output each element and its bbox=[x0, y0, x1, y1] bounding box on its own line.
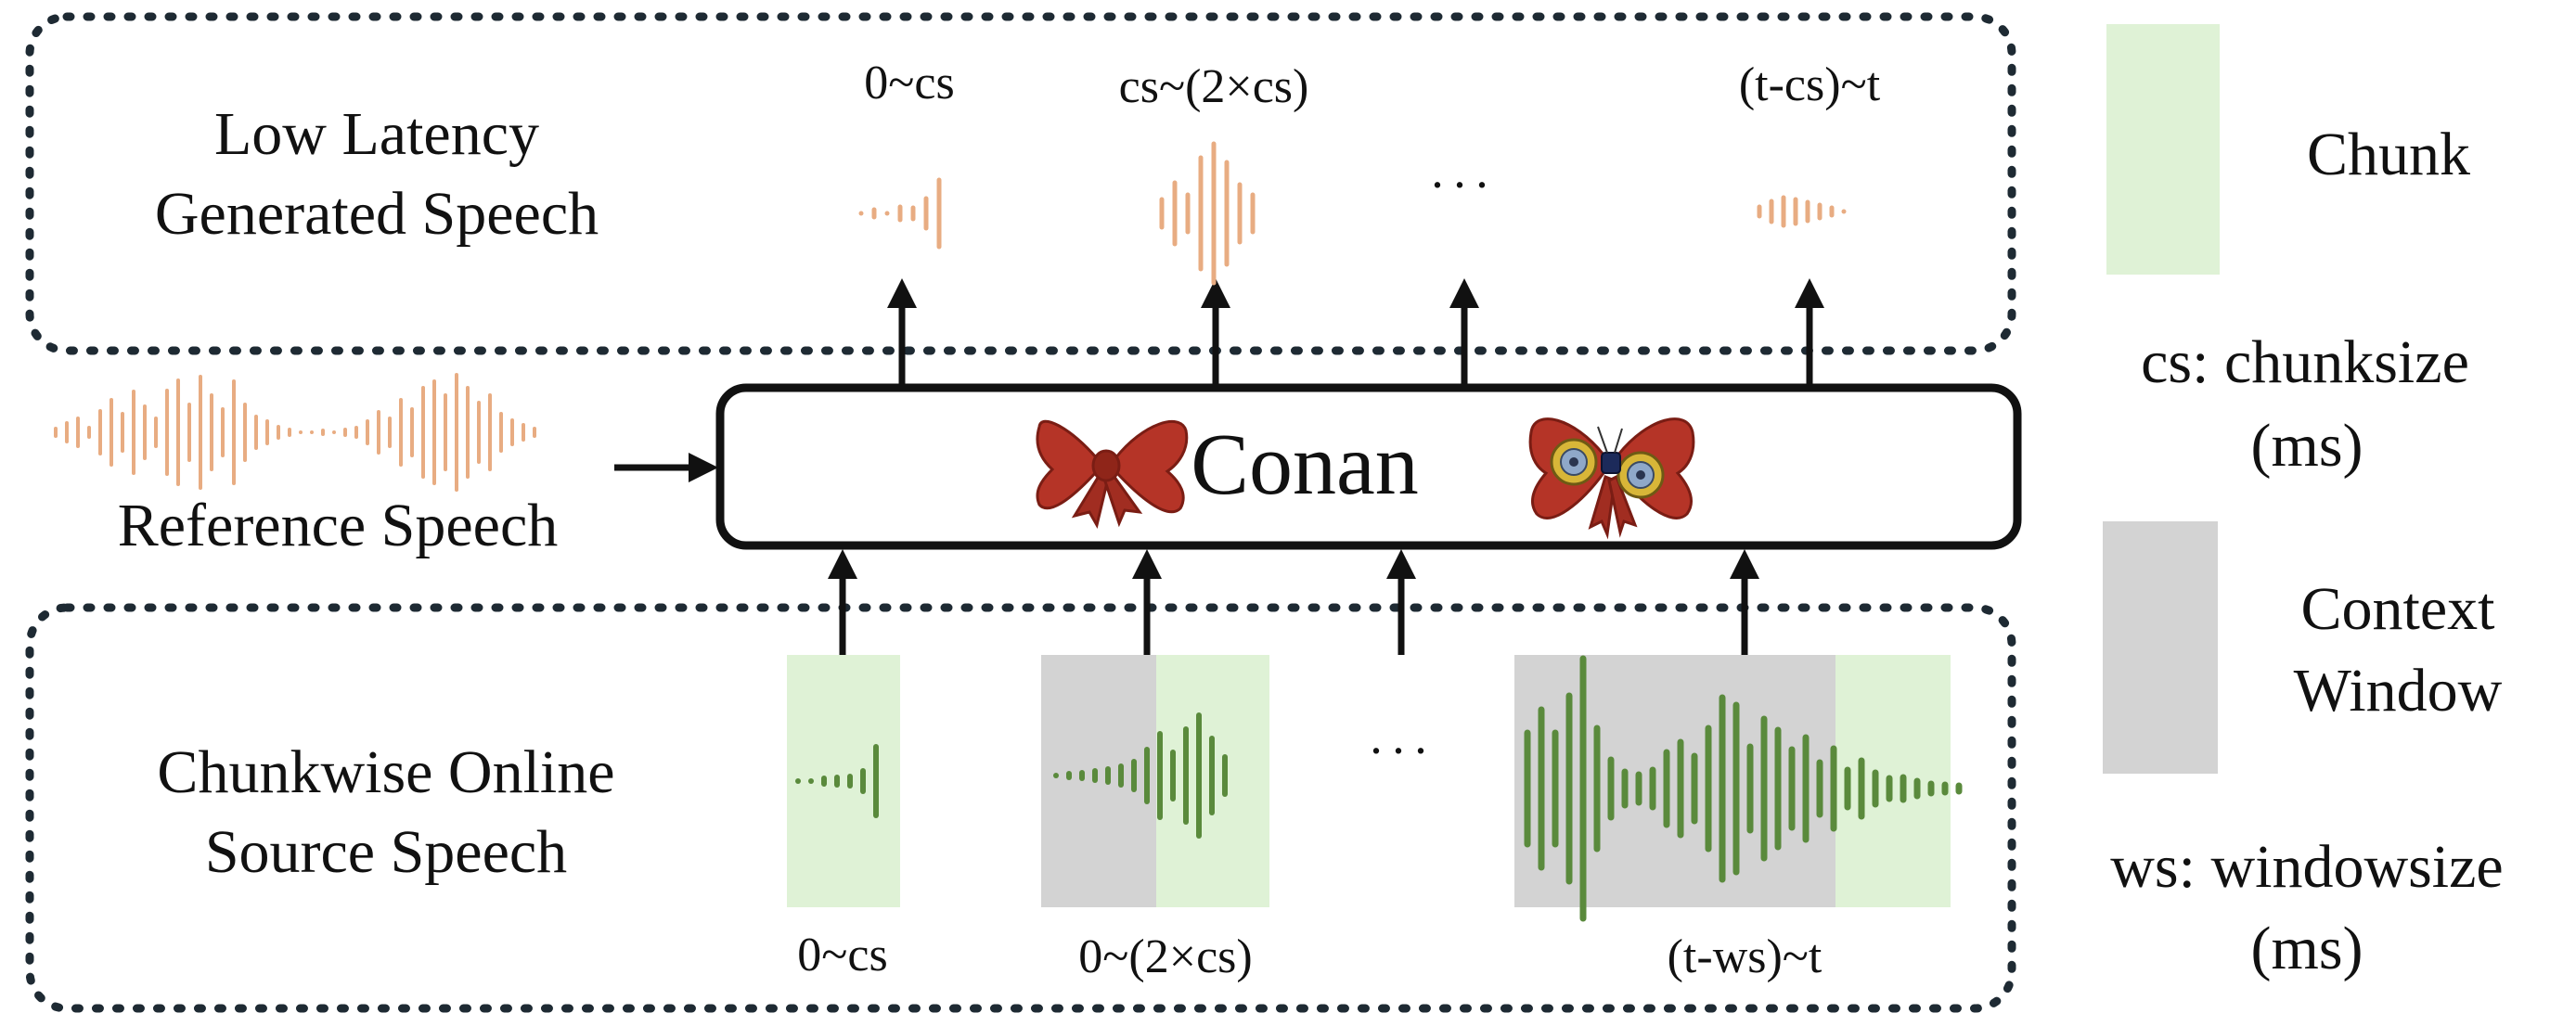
source-window-label-2: 0~(2×cs) bbox=[1078, 930, 1253, 983]
bottom-panel-border bbox=[25, 603, 2016, 1013]
wave-dot bbox=[884, 211, 890, 216]
wave-dot bbox=[299, 430, 303, 434]
bow-tie-icon bbox=[1036, 419, 1189, 530]
chunk-block-3 bbox=[1835, 655, 1951, 907]
wave-dot bbox=[1053, 773, 1059, 778]
generated-chunk-label-1: 0~cs bbox=[864, 57, 955, 109]
legend-cs-line1: cs: chunksize bbox=[2141, 328, 2469, 396]
wave-dot bbox=[808, 778, 814, 784]
voice-changer-bow-tie-icon bbox=[1528, 417, 1695, 540]
wave-dot bbox=[1841, 209, 1847, 214]
legend-ws-line2: (ms) bbox=[2250, 915, 2363, 982]
wave-dot bbox=[310, 430, 314, 434]
chunk-block-1 bbox=[787, 655, 900, 907]
wave-dot bbox=[795, 778, 801, 784]
bottom-ellipsis: ··· bbox=[1368, 723, 1435, 778]
wave-dot bbox=[332, 430, 336, 434]
context-window-block-3 bbox=[1514, 655, 1835, 907]
top-panel-title-line2: Generated Speech bbox=[154, 180, 599, 248]
context-window-block-2 bbox=[1041, 655, 1156, 907]
top-panel-title-line1: Low Latency bbox=[213, 100, 540, 168]
generated-speech-wave-3 bbox=[1757, 195, 1847, 228]
bottom-panel-title-line1: Chunkwise Online bbox=[157, 738, 615, 806]
legend-context-line2: Window bbox=[2293, 657, 2503, 725]
generated-chunk-label-2: cs~(2×cs) bbox=[1118, 60, 1309, 113]
legend-chunk-swatch bbox=[2106, 24, 2220, 275]
legend-cs-line2: (ms) bbox=[2250, 412, 2363, 480]
conan-model-label: Conan bbox=[1191, 417, 1419, 513]
legend-context-window-swatch bbox=[2103, 521, 2218, 774]
generated-speech-wave-1 bbox=[858, 177, 942, 250]
source-window-label-3: (t-ws)~t bbox=[1667, 930, 1823, 983]
source-window-label-1: 0~cs bbox=[797, 929, 888, 981]
generated-chunk-label-3: (t-cs)~t bbox=[1738, 58, 1881, 111]
generated-speech-wave-2 bbox=[1159, 141, 1256, 286]
top-ellipsis: ··· bbox=[1429, 157, 1496, 212]
legend-chunk-label: Chunk bbox=[2306, 121, 2471, 188]
legend-ws-line1: ws: windowsize bbox=[2110, 833, 2504, 901]
reference-speech-label: Reference Speech bbox=[117, 492, 559, 559]
source-speech-wave-1 bbox=[795, 744, 879, 818]
bottom-panel-title-line2: Source Speech bbox=[204, 818, 568, 886]
wave-dot bbox=[858, 211, 864, 216]
source-speech-wave-3 bbox=[1524, 655, 1963, 922]
legend-context-line1: Context bbox=[2300, 575, 2495, 643]
source-speech-wave-2 bbox=[1053, 712, 1228, 839]
reference-speech-wave bbox=[54, 373, 536, 492]
